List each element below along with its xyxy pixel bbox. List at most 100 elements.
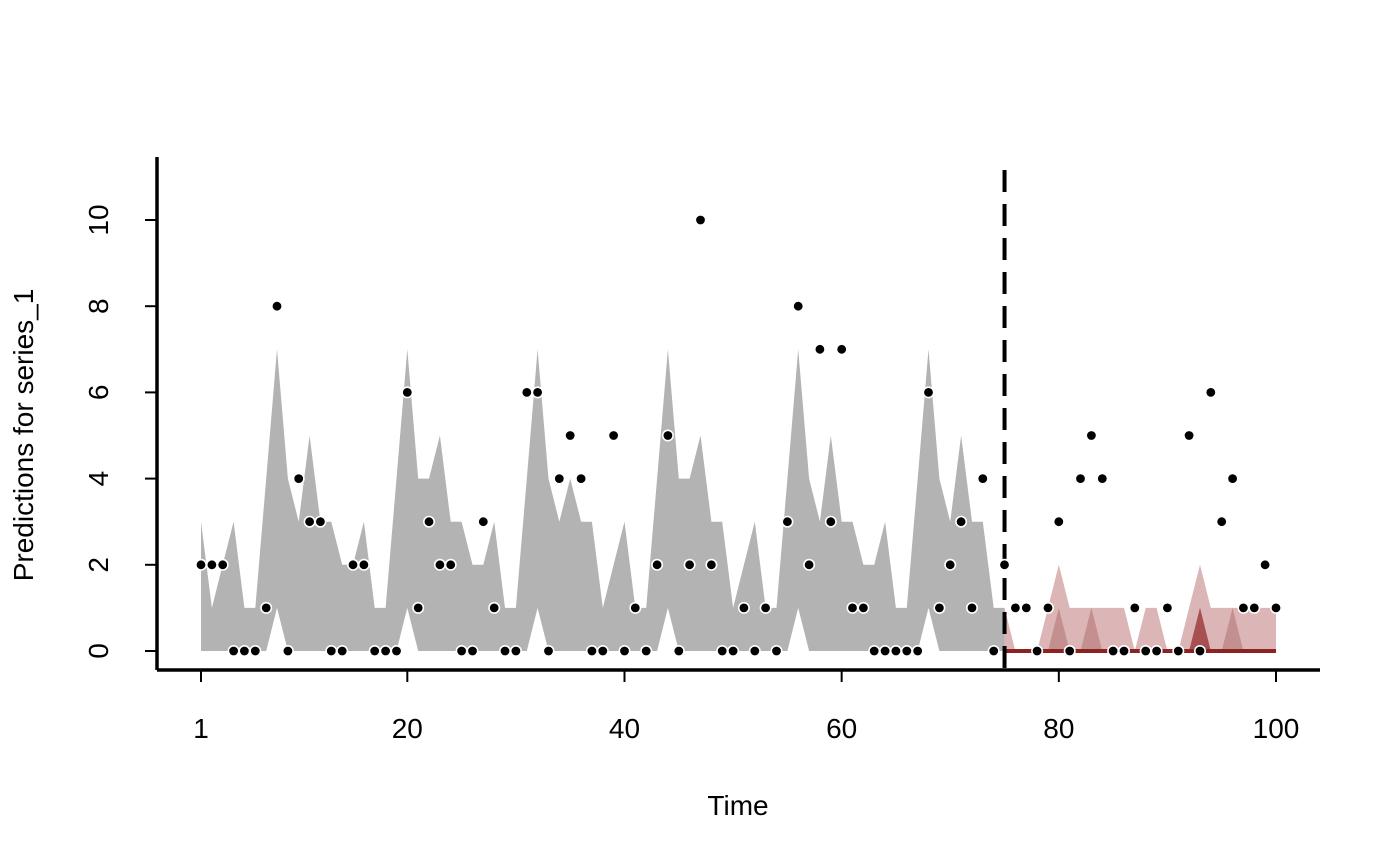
observation-point xyxy=(1215,515,1228,528)
y-tick-label: 6 xyxy=(83,385,114,401)
y-tick-label: 2 xyxy=(83,557,114,573)
x-tick-label: 100 xyxy=(1253,713,1300,744)
observation-point xyxy=(976,472,989,485)
observation-point xyxy=(1139,644,1152,657)
observation-point xyxy=(1161,601,1174,614)
x-tick-label: 80 xyxy=(1043,713,1074,744)
observation-point xyxy=(596,644,609,657)
observation-point xyxy=(661,429,674,442)
observation-point xyxy=(1248,601,1261,614)
forecast-band-mid xyxy=(1004,607,1276,651)
observation-point xyxy=(770,644,783,657)
x-tick-label: 60 xyxy=(826,713,857,744)
observation-point xyxy=(303,515,316,528)
axes-layer: 1 20 40 60 80 100 0 2 4 6 8 10 xyxy=(83,157,1320,744)
observation-point xyxy=(987,644,1000,657)
observation-point xyxy=(1085,429,1098,442)
observation-point xyxy=(781,515,794,528)
line-layer xyxy=(1002,170,1276,670)
observation-point xyxy=(1150,644,1163,657)
observation-point xyxy=(1172,644,1185,657)
observation-point xyxy=(911,644,924,657)
x-axis-label: Time xyxy=(707,790,768,821)
observation-point xyxy=(390,644,403,657)
observation-point xyxy=(488,601,501,614)
observation-point xyxy=(716,644,729,657)
forecast-band-outer xyxy=(1004,564,1276,651)
observation-point xyxy=(1237,601,1250,614)
observation-point xyxy=(292,472,305,485)
observation-point xyxy=(1009,601,1022,614)
observation-point xyxy=(944,558,957,571)
observation-point xyxy=(401,386,414,399)
observation-point xyxy=(803,558,816,571)
observation-point xyxy=(1042,601,1055,614)
observation-point xyxy=(520,386,533,399)
observation-point xyxy=(216,558,229,571)
observation-point xyxy=(336,644,349,657)
x-tick-label: 20 xyxy=(392,713,423,744)
y-tick-label: 0 xyxy=(83,643,114,659)
observation-point xyxy=(1204,386,1217,399)
y-axis-label: Predictions for series_1 xyxy=(8,289,39,582)
observation-point xyxy=(824,515,837,528)
observation-point xyxy=(422,515,435,528)
observation-point xyxy=(889,644,902,657)
y-tick-label: 10 xyxy=(83,204,114,235)
observation-point xyxy=(466,644,479,657)
observation-point xyxy=(1074,472,1087,485)
observation-point xyxy=(281,644,294,657)
y-tick-label: 4 xyxy=(83,471,114,487)
observation-point xyxy=(1259,558,1272,571)
observation-point xyxy=(542,644,555,657)
observation-point xyxy=(477,515,490,528)
observation-point xyxy=(260,601,273,614)
observation-point xyxy=(922,386,935,399)
observation-point xyxy=(433,558,446,571)
observation-point xyxy=(879,644,892,657)
observation-point xyxy=(748,644,761,657)
observation-point xyxy=(955,515,968,528)
observation-point xyxy=(444,558,457,571)
x-tick-label: 1 xyxy=(193,713,209,744)
observation-point xyxy=(357,558,370,571)
observation-point xyxy=(868,644,881,657)
observation-point xyxy=(455,644,468,657)
observation-point xyxy=(553,472,566,485)
observation-point xyxy=(1031,644,1044,657)
observation-point xyxy=(737,601,750,614)
observation-point xyxy=(759,601,772,614)
observation-point xyxy=(564,429,577,442)
observation-point xyxy=(672,644,685,657)
observation-point xyxy=(846,601,859,614)
observation-point xyxy=(498,644,511,657)
points-layer xyxy=(195,214,1283,657)
observation-point xyxy=(651,558,664,571)
band-layer xyxy=(201,349,1276,651)
observation-point xyxy=(694,214,707,227)
observation-point xyxy=(1226,472,1239,485)
observation-point xyxy=(1063,644,1076,657)
observation-point xyxy=(205,558,218,571)
observation-point xyxy=(585,644,598,657)
observation-point xyxy=(1118,644,1131,657)
observation-point xyxy=(1183,429,1196,442)
observation-point xyxy=(1096,472,1109,485)
observation-point xyxy=(640,644,653,657)
observation-point xyxy=(531,386,544,399)
observation-point xyxy=(835,343,848,356)
observation-point xyxy=(813,343,826,356)
observation-point xyxy=(195,558,208,571)
observation-point xyxy=(249,644,262,657)
observation-point xyxy=(509,644,522,657)
observation-point xyxy=(1194,644,1207,657)
y-tick-label: 8 xyxy=(83,298,114,314)
observation-point xyxy=(1052,515,1065,528)
observation-point xyxy=(379,644,392,657)
observation-point xyxy=(1020,601,1033,614)
observation-point xyxy=(325,644,338,657)
observation-point xyxy=(314,515,327,528)
observation-point xyxy=(346,558,359,571)
observation-point xyxy=(1128,601,1141,614)
